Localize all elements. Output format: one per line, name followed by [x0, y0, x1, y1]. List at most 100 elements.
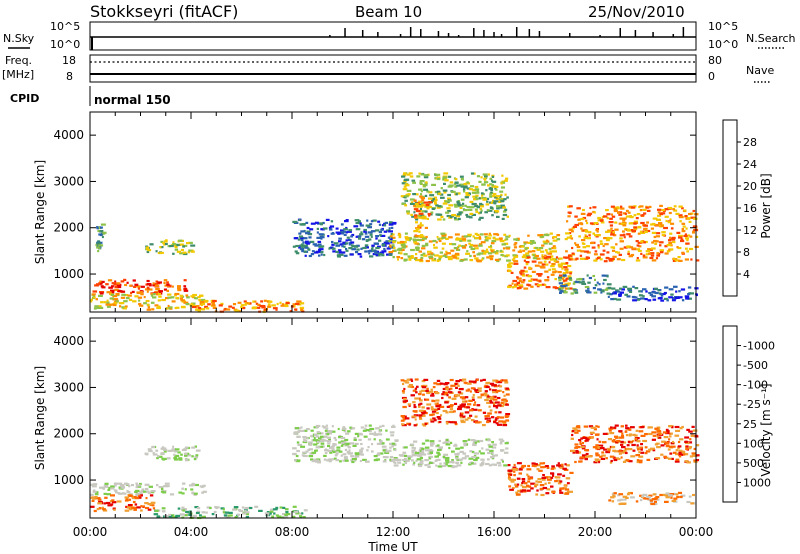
data-cell [474, 232, 478, 235]
data-cell [441, 236, 447, 239]
data-cell [653, 235, 657, 239]
data-cell [540, 466, 545, 469]
data-cell [424, 398, 427, 401]
data-cell [620, 450, 624, 453]
data-cell [645, 495, 648, 498]
data-cell [368, 231, 373, 234]
data-cell [646, 458, 651, 461]
data-cell [315, 250, 321, 253]
data-cell [595, 257, 599, 260]
data-cell [525, 263, 529, 266]
data-cell [391, 442, 396, 445]
data-cell [322, 221, 325, 225]
data-cell [621, 258, 626, 262]
data-cell [94, 496, 98, 499]
data-cell [475, 236, 479, 240]
data-cell [443, 391, 449, 394]
data-cell [144, 452, 149, 455]
data-cell [161, 487, 164, 490]
data-cell [354, 442, 359, 445]
data-cell [501, 379, 504, 382]
data-cell [621, 288, 625, 291]
data-cell [130, 291, 133, 294]
data-cell [469, 461, 472, 465]
data-cell [415, 248, 420, 251]
data-cell [686, 428, 690, 431]
data-cell [418, 214, 421, 218]
data-cell [461, 457, 467, 460]
data-cell [306, 230, 311, 233]
data-cell [485, 385, 490, 389]
data-cell [388, 240, 391, 243]
data-cell [456, 184, 461, 187]
data-cell [467, 235, 472, 238]
data-cell [610, 496, 615, 499]
data-cell [423, 378, 429, 381]
data-cell [594, 284, 598, 287]
data-cell [537, 480, 542, 484]
data-cell [641, 241, 646, 244]
data-cell [176, 244, 179, 247]
data-cell [677, 440, 681, 444]
data-cell [632, 285, 635, 288]
data-cell [531, 241, 536, 244]
data-cell [244, 509, 247, 512]
data-cell [414, 452, 420, 455]
data-cell [489, 177, 493, 180]
data-cell [149, 243, 154, 246]
data-cell [581, 454, 587, 457]
data-cell [645, 497, 650, 500]
data-cell [498, 200, 502, 203]
data-cell [115, 293, 120, 296]
data-cell [124, 496, 130, 499]
data-cell [330, 246, 334, 249]
data-cell [295, 244, 300, 248]
data-cell [181, 306, 186, 309]
data-cell [659, 251, 664, 254]
data-cell [455, 248, 461, 251]
data-cell [610, 231, 614, 234]
data-cell [472, 235, 475, 238]
data-cell [613, 438, 616, 442]
data-cell [332, 232, 334, 235]
data-cell [544, 279, 550, 282]
data-cell [644, 452, 648, 455]
data-cell [518, 284, 521, 287]
data-cell [520, 245, 524, 248]
data-cell [691, 425, 695, 428]
data-cell [651, 259, 657, 262]
data-cell [240, 304, 245, 307]
data-cell [422, 386, 427, 389]
data-cell [541, 263, 546, 266]
data-cell [473, 403, 476, 406]
data-cell [438, 255, 443, 258]
data-cell [496, 215, 500, 218]
data-cell [492, 193, 497, 196]
data-cell [640, 448, 643, 451]
data-cell [315, 439, 319, 442]
data-cell [121, 306, 125, 309]
data-cell [597, 288, 602, 291]
data-cell [601, 441, 607, 444]
data-cell [584, 458, 588, 461]
data-cell [179, 297, 183, 300]
data-cell [418, 397, 421, 400]
data-cell [451, 254, 456, 257]
data-cell [597, 244, 600, 247]
data-cell [407, 255, 413, 258]
data-cell [561, 463, 564, 466]
data-cell [358, 237, 361, 240]
data-cell [491, 240, 497, 243]
data-cell [350, 455, 354, 458]
data-cell [338, 253, 344, 256]
data-cell [536, 273, 541, 276]
data-cell [579, 456, 585, 459]
data-cell [320, 253, 323, 256]
data-cell [618, 502, 622, 506]
data-cell [643, 227, 646, 230]
data-cell [562, 276, 566, 279]
data-cell [625, 209, 629, 212]
data-cell [614, 207, 618, 211]
data-cell [157, 299, 161, 302]
data-cell [436, 444, 440, 447]
